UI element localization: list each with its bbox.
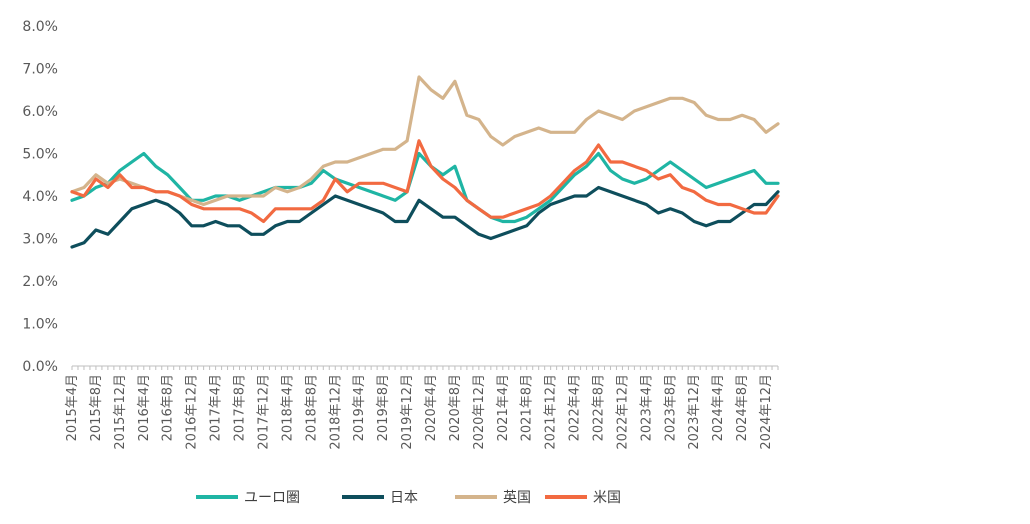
x-tick-label: 2021年4月 — [496, 374, 511, 441]
x-tick-label: 2015年8月 — [89, 374, 104, 441]
series-line-2 — [70, 75, 780, 207]
y-tick-label: 4.0% — [22, 189, 58, 205]
x-tick-label: 2015年4月 — [65, 374, 80, 441]
x-tick-label: 2017年8月 — [233, 374, 248, 441]
x-tick-label: 2024年4月 — [711, 374, 726, 441]
x-tick-label: 2016年8月 — [161, 374, 176, 441]
y-tick-label: 0.0% — [22, 359, 58, 375]
x-tick-label: 2017年12月 — [256, 374, 271, 450]
x-tick-label: 2017年4月 — [209, 374, 224, 441]
y-tick-label: 7.0% — [22, 62, 58, 78]
x-tick-label: 2022年8月 — [592, 374, 607, 441]
x-tick-label: 2018年12月 — [328, 374, 343, 450]
x-tick-label: 2023年8月 — [663, 374, 678, 441]
y-tick-label: 6.0% — [22, 104, 58, 120]
x-tick-label: 2024年8月 — [735, 374, 750, 441]
series-lines — [70, 75, 780, 249]
series-line-3 — [70, 139, 780, 224]
legend-label: 英国 — [503, 489, 531, 506]
legend-label: ユーロ圏 — [244, 490, 300, 506]
x-tick-label: 2023年4月 — [639, 374, 654, 441]
x-tick-label: 2016年4月 — [137, 374, 152, 441]
y-tick-label: 3.0% — [22, 232, 58, 248]
y-tick-label: 1.0% — [22, 317, 58, 333]
y-tick-label: 2.0% — [22, 274, 58, 290]
x-axis-ticks: 2015年4月 2015年8月 2015年12月 2016年4月 2016年8月 2016… — [65, 366, 779, 450]
legend-label: 日本 — [390, 490, 418, 506]
x-tick-label: 2023年12月 — [687, 374, 702, 450]
y-tick-label: 5.0% — [22, 147, 58, 163]
x-tick-label: 2019年12月 — [400, 374, 415, 450]
series-line-1 — [70, 185, 780, 249]
x-tick-label: 2018年8月 — [304, 374, 319, 441]
x-tick-label: 2019年8月 — [376, 374, 391, 441]
x-tick-label: 2021年12月 — [544, 374, 559, 450]
x-tick-label: 2020年4月 — [424, 374, 439, 441]
legend-label: 米国 — [593, 490, 621, 506]
x-tick-label: 2019年4月 — [352, 374, 367, 441]
x-tick-label: 2021年8月 — [520, 374, 535, 441]
legend: ユーロ圏 日本 英国 米国 — [196, 489, 621, 506]
x-tick-label: 2018年4月 — [280, 374, 295, 441]
x-tick-label: 2022年12月 — [615, 374, 630, 450]
x-tick-label: 2022年4月 — [568, 374, 583, 441]
x-tick-label: 2020年12月 — [472, 374, 487, 450]
x-tick-label: 2020年8月 — [448, 374, 463, 441]
y-tick-label: 8.0% — [22, 19, 58, 35]
x-tick-label: 2016年12月 — [185, 374, 200, 450]
x-tick-label: 2024年12月 — [759, 374, 774, 450]
x-tick-label: 2015年12月 — [113, 374, 128, 450]
y-axis-ticks: 0.0% 1.0% 2.0% 3.0% 4.0% 5.0% 6.0% 7.0% 8.0% — [22, 19, 58, 375]
